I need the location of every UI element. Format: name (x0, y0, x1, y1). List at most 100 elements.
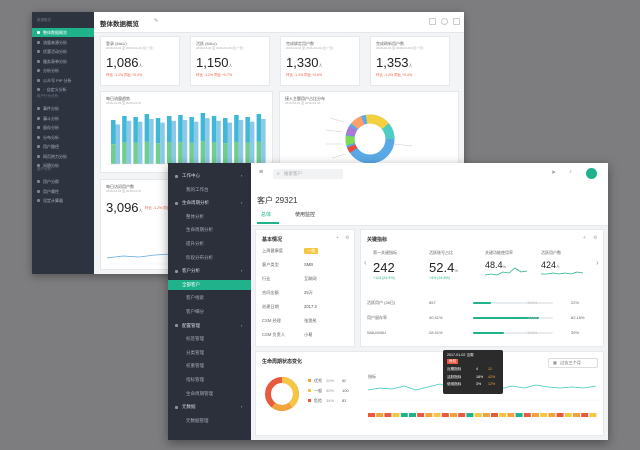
back-sidebar-item[interactable]: ·· 自定义分析 (32, 85, 94, 94)
back-sidebar-item[interactable]: 用户路径 (32, 142, 94, 151)
back-sidebar-item[interactable]: 优惠活动分析 (32, 47, 94, 56)
status-block[interactable] (499, 413, 507, 417)
status-block[interactable] (532, 413, 539, 417)
chevron-left-icon[interactable]: ‹ (364, 258, 367, 267)
tab-overview[interactable]: 总体 (261, 212, 272, 218)
back-sidebar-item[interactable]: 事件分析 (32, 104, 94, 113)
status-block[interactable] (482, 413, 490, 417)
front-sidebar-item[interactable]: 提升分析 (168, 239, 251, 249)
back-sidebar-item[interactable]: 分析分析 (32, 66, 94, 75)
front-sidebar-item[interactable]: 配置管理 › (168, 321, 251, 331)
status-block[interactable] (548, 413, 556, 417)
edit-tool-icon[interactable] (453, 18, 460, 25)
front-sidebar-item[interactable]: 整体分析 (168, 212, 251, 222)
back-sidebar-item[interactable]: 漏斗分析 (32, 114, 94, 123)
front-sidebar-item[interactable]: 元数据 › (168, 402, 251, 412)
status-block[interactable] (556, 413, 564, 417)
status-block[interactable] (433, 413, 441, 417)
status-block[interactable] (368, 413, 375, 417)
status-block[interactable] (474, 413, 482, 417)
metric-value: 857 (429, 300, 436, 305)
front-sidebar-item[interactable]: 指标管理 (168, 375, 251, 385)
back-sidebar-item[interactable]: 整体数据概览 (32, 28, 94, 37)
status-block[interactable] (450, 413, 457, 417)
status-block[interactable] (589, 413, 597, 417)
back-sidebar-item[interactable]: 服务表单分析 (32, 57, 94, 66)
status-block[interactable] (392, 413, 400, 417)
back-sidebar-item[interactable]: 网页热力分析 (32, 152, 94, 161)
front-header: ≡ ⌕ 搜索客户 ➤ ♪ (251, 163, 608, 186)
legend-count: 83 (342, 398, 347, 403)
status-block[interactable] (573, 413, 580, 417)
status-block[interactable] (515, 413, 523, 417)
back-sidebar-item[interactable]: 用户属性 (32, 187, 94, 196)
edit-icon[interactable]: ✎ (154, 18, 159, 24)
tab-usage-monitoring[interactable]: 使用监控 (295, 212, 316, 218)
back-sidebar-item-label: 整体数据概览 (43, 30, 67, 35)
back-sidebar-item[interactable]: 用户分群 (32, 177, 94, 186)
back-sidebar-item[interactable]: 间隔分析 (32, 161, 94, 170)
kpi-card[interactable]: 登录 (MAU) 2016-04-01 至 2016-04-30 (近 7 天) 1… (100, 36, 180, 86)
lifecycle-donut (265, 377, 299, 411)
front-sidebar-item[interactable]: 生命周期分析 › (168, 198, 251, 208)
traffic-bar (245, 117, 250, 143)
front-sidebar-item[interactable]: 阶段分布分析 (168, 253, 251, 263)
front-sidebar-item[interactable]: 工作中心 › (168, 171, 251, 181)
bell-icon[interactable]: ♪ (569, 169, 572, 175)
front-sidebar-item[interactable]: 分类管理 (168, 348, 251, 358)
calendar-icon[interactable] (429, 18, 436, 25)
chevron-right-icon[interactable]: › (596, 258, 599, 267)
status-block[interactable] (384, 413, 392, 417)
front-sidebar-item[interactable]: 客户细分 (168, 307, 251, 317)
front-sidebar-item[interactable]: 元数据管理 (168, 416, 251, 426)
date-range-button[interactable]: ▦ 过去三个月 (548, 358, 598, 368)
status-block[interactable] (507, 413, 515, 417)
back-sidebar-item[interactable]: 留存分析 (32, 123, 94, 132)
status-block[interactable] (409, 413, 416, 417)
kpi-card[interactable]: 活跃 (MAU) 2016-04-01 至 2016-04-30 (近 7 天) 1… (190, 36, 270, 86)
status-block[interactable] (458, 413, 466, 417)
status-block[interactable] (491, 413, 498, 417)
front-sidebar-item[interactable]: 标签管理 (168, 334, 251, 344)
metric-settings-icon[interactable]: ⚙ (593, 235, 598, 241)
refresh-icon[interactable] (441, 18, 448, 25)
add-metric-icon[interactable]: + (583, 235, 586, 241)
front-sidebar-item[interactable]: 客户线索 (168, 293, 251, 303)
back-sidebar-item[interactable]: 设定计算器 (32, 196, 94, 205)
back-sidebar-item[interactable]: 分布分析 (32, 133, 94, 142)
status-block[interactable] (400, 413, 408, 417)
kpi-title: 完成刷新用户数 (376, 41, 404, 46)
status-block[interactable] (425, 413, 433, 417)
send-icon[interactable]: ➤ (551, 170, 557, 176)
add-icon[interactable]: + (336, 235, 339, 241)
kpi-card[interactable]: 完成绑定用户数 2016-04-01 至 2016-04-30 (近 7 天) 1,… (280, 36, 360, 86)
back-sidebar-item-label: ·· 自定义分析 (43, 87, 67, 92)
front-sidebar-item[interactable]: 权重管理 (168, 361, 251, 371)
kpi-value: 1,150 (196, 55, 229, 70)
avatar[interactable] (586, 168, 597, 179)
back-sidebar-item-label: 服务表单分析 (43, 58, 67, 64)
status-block[interactable] (540, 413, 548, 417)
customer-search-input[interactable]: ⌕ 搜索客户 (273, 169, 343, 179)
status-block[interactable] (581, 413, 589, 417)
status-block[interactable] (564, 413, 572, 417)
front-sidebar-item[interactable]: 客户分析 › (168, 266, 251, 276)
traffic-bar (171, 120, 176, 164)
front-sidebar-item[interactable]: 我的工作台 (168, 185, 251, 195)
traffic-bar (200, 113, 206, 142)
front-sidebar-item[interactable]: 全部客户 (168, 279, 251, 290)
back-sidebar-item[interactable]: 公众号 PIP 分析 (32, 76, 94, 85)
bar-panel-sub: 2016-04-01 至 2016-04-30 (106, 101, 142, 105)
status-block[interactable] (376, 413, 384, 417)
status-block[interactable] (466, 413, 474, 417)
status-block[interactable] (523, 413, 531, 417)
front-sidebar-item[interactable]: 生命周期分析 (168, 225, 251, 235)
front-sidebar-item[interactable]: 生命周期管理 (168, 389, 251, 399)
status-block[interactable] (441, 413, 449, 417)
status-block[interactable] (417, 413, 425, 417)
settings-icon[interactable]: ⚙ (345, 235, 350, 241)
menu-icon[interactable]: ≡ (259, 169, 264, 176)
back-sidebar-item[interactable]: 流量来源分析 (32, 38, 94, 47)
kpi-card[interactable]: 完成刷新用户数 2016-04-01 至 2016-04-30 (近 7 天) 1,… (370, 36, 450, 86)
front-sidebar-label: 提升分析 (186, 241, 204, 246)
